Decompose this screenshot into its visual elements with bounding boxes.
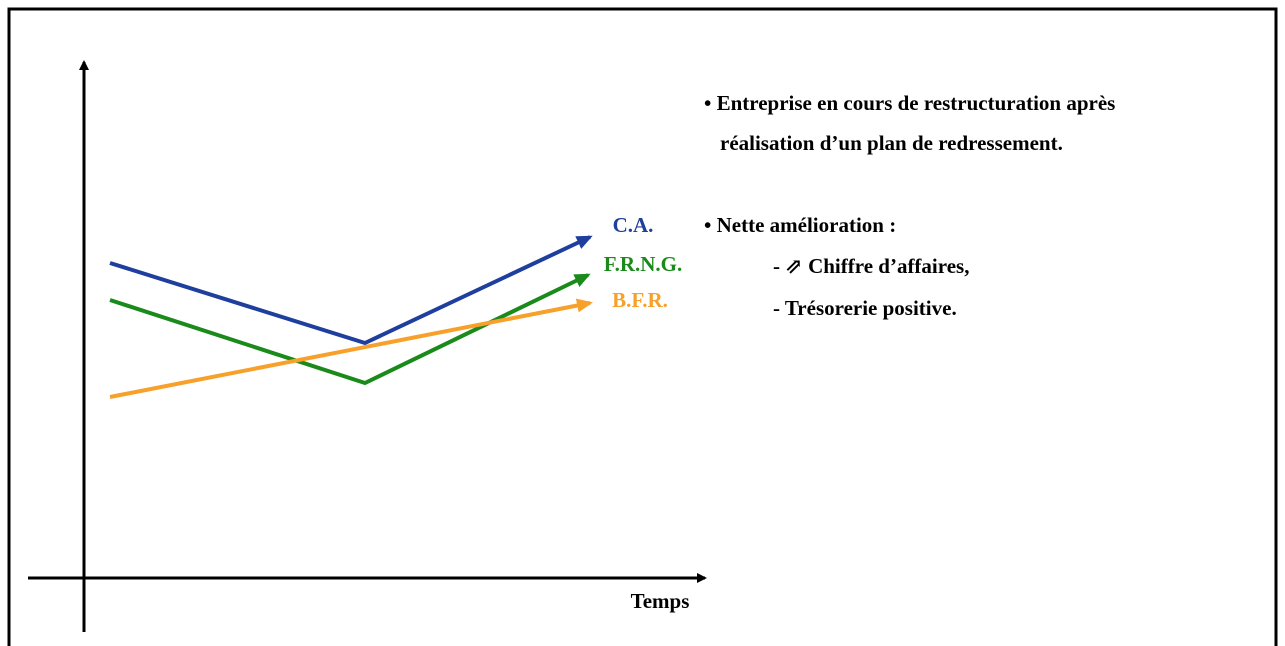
curve-label: C.A. xyxy=(613,213,654,237)
note-heading: • Nette amélioration : xyxy=(704,213,896,237)
curve-label: F.R.N.G. xyxy=(604,252,683,276)
curve-label: B.F.R. xyxy=(612,288,668,312)
curve-bfr xyxy=(109,298,593,399)
curve-frng xyxy=(109,273,591,386)
note-text: • Entreprise en cours de restructuration… xyxy=(704,91,1115,115)
note-text: réalisation d’un plan de redressement. xyxy=(720,131,1063,155)
x-axis-label: Temps xyxy=(631,589,690,613)
curve-ca xyxy=(109,235,593,346)
note-item: - ⇗ Chiffre d’affaires, xyxy=(773,254,969,278)
note-item: - Trésorerie positive. xyxy=(773,296,957,320)
frame xyxy=(7,7,1278,646)
